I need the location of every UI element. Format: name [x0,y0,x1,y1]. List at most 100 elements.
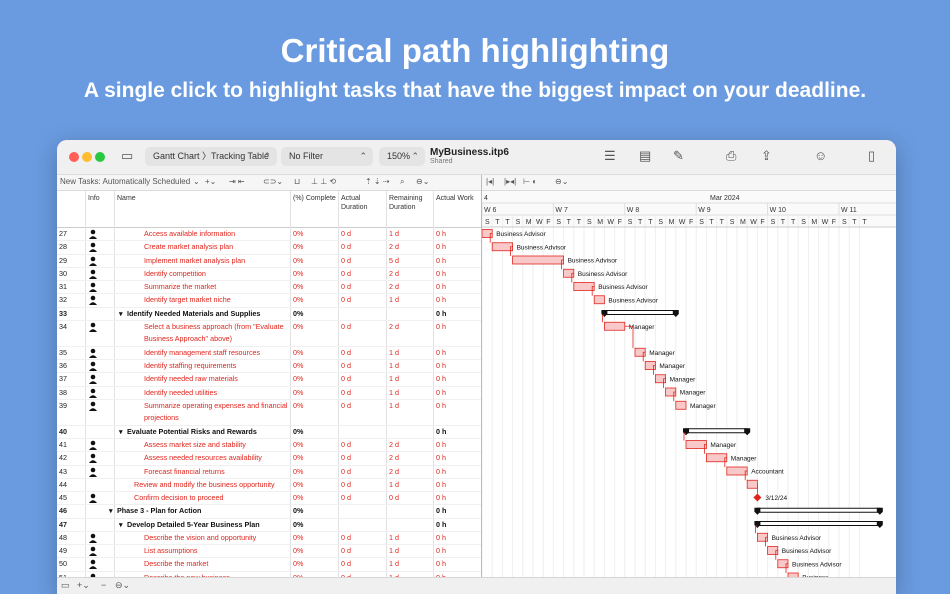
percent-complete[interactable]: 0% [293,347,304,357]
percent-complete[interactable]: 0% [293,479,304,489]
table-row[interactable]: 33 ▾ Identify Needed Materials and Supplie… [57,307,481,321]
column-header-name[interactable]: Name [117,195,136,202]
percent-complete[interactable]: 0% [293,242,304,252]
task-name[interactable]: Confirm decision to proceed [134,493,224,502]
percent-complete[interactable]: 0% [293,572,304,578]
percent-complete[interactable]: 0% [293,559,304,569]
task-name-cont[interactable]: Business Approach" above) [144,333,233,343]
sidebar-toggle-icon[interactable]: ▭ [121,148,134,163]
task-name[interactable]: Describe the market [144,559,209,569]
percent-complete[interactable]: 0% [293,532,304,542]
actual-work[interactable]: 0 h [436,295,446,305]
column-header-complete[interactable]: (%) Complete [293,195,336,202]
task-name[interactable]: Phase 3 - Plan for Action [117,506,202,516]
actual-duration[interactable]: 0 d [341,493,351,502]
actual-duration[interactable]: 0 d [341,387,351,397]
actual-work[interactable]: 0 h [436,282,446,291]
view-selector[interactable]: Gantt Chart 〉Tracking Table ⌃ [145,147,277,166]
remaining-duration[interactable]: 5 d [389,255,399,265]
actual-duration[interactable]: 0 d [341,440,351,449]
table-row[interactable]: 28 Create market analysis plan 0% 0 d 2 d 0 h [57,240,481,255]
remaining-duration[interactable]: 1 d [389,374,399,384]
actual-work[interactable]: 0 h [436,426,447,436]
table-row[interactable]: 44 Review and modify the business opportu… [57,478,481,492]
task-name[interactable]: Assess market size and stability [144,440,246,449]
task-name[interactable]: Access available information [144,229,236,238]
percent-complete[interactable]: 0% [293,493,304,502]
new-tasks-mode[interactable]: New Tasks: Automatically Scheduled [60,177,191,186]
remaining-duration[interactable]: 2 d [389,440,399,449]
task-name[interactable]: Identify needed utilities [144,387,218,397]
table-row[interactable]: 50 Describe the market 0% 0 d 1 d 0 h [57,557,481,572]
actual-duration[interactable]: 0 d [341,546,351,555]
percent-complete[interactable]: 0% [293,295,304,305]
task-name-cont[interactable]: projections [144,412,179,422]
actual-duration[interactable]: 0 d [341,572,351,578]
task-name[interactable]: Forecast financial returns [144,466,225,476]
column-header-info[interactable]: Info [88,195,100,202]
actual-work[interactable]: 0 h [436,387,446,397]
task-bar[interactable] [634,347,646,357]
task-name[interactable]: Identify management staff resources [144,347,261,357]
actual-work[interactable]: 0 h [436,347,446,357]
options-icon[interactable]: ⊖⌄ [115,580,131,590]
share-icon[interactable]: ⇪ [761,148,772,163]
actual-work[interactable]: 0 h [436,374,446,384]
actual-work[interactable]: 0 h [436,479,446,489]
task-name[interactable]: Identify target market niche [144,295,231,305]
link-icon[interactable]: ⊂⊃⌄ [263,177,284,186]
percent-complete[interactable]: 0% [293,268,304,278]
percent-complete[interactable]: 0% [293,546,304,555]
actual-work[interactable]: 0 h [436,229,446,238]
table-row[interactable]: 32 Identify target market niche 0% 0 d 1 d 0 … [57,293,481,308]
add-task-icon[interactable]: +⌄ [205,177,217,186]
remaining-duration[interactable]: 2 d [389,453,399,463]
remaining-duration[interactable]: 1 d [389,387,399,397]
summary-bar[interactable] [756,521,881,526]
actual-work[interactable]: 0 h [436,546,446,555]
actual-work[interactable]: 0 h [436,532,446,542]
smiley-icon[interactable]: ☺ [814,148,828,163]
remaining-duration[interactable]: 1 d [389,400,399,410]
gantt-zoom-icon[interactable]: |◂| [486,177,495,186]
search-icon[interactable]: ⌕ [400,177,405,186]
task-name[interactable]: Review and modify the business opportuni… [134,479,275,489]
actual-duration[interactable]: 0 d [341,466,351,476]
task-bar[interactable] [491,242,513,252]
table-row[interactable]: 30 Identify competition 0% 0 d 2 d 0 h [57,267,481,281]
remaining-duration[interactable]: 2 d [389,466,399,476]
actual-work[interactable]: 0 h [436,242,446,252]
actual-duration[interactable]: 0 d [341,400,351,410]
percent-complete[interactable]: 0% [293,282,304,291]
zoom-window-button[interactable] [95,152,105,162]
remaining-duration[interactable]: 1 d [389,479,399,489]
remaining-duration[interactable]: 0 d [389,493,399,502]
actual-work[interactable]: 0 h [436,321,446,331]
actual-duration[interactable]: 0 d [341,559,351,569]
table-row[interactable]: 43 Forecast financial returns 0% 0 d 2 d 0 h [57,465,481,479]
task-bar[interactable] [573,282,595,291]
column-header-remaining-duration[interactable]: Remaining Duration [389,195,423,211]
task-name[interactable]: Create market analysis plan [144,242,234,252]
percent-complete[interactable]: 0% [293,453,304,463]
actual-work[interactable]: 0 h [436,308,447,318]
percent-complete[interactable]: 0% [293,361,304,370]
close-window-button[interactable] [69,152,79,162]
table-row[interactable]: 38 Identify needed utilities 0% 0 d 1 d 0 h [57,386,481,400]
filter-selector[interactable]: No Filter ⌃ [281,147,373,166]
table-row[interactable]: 45 Confirm decision to proceed 0% 0 d 0 d 0 h [57,491,481,506]
table-row[interactable]: 51 Describe the new business 0% 0 d 1 d 0 h [57,571,481,578]
table-row[interactable]: 39 Summarize operating expenses and finan… [57,399,481,426]
actual-duration[interactable]: 0 d [341,453,351,463]
summary-bar[interactable] [685,428,748,434]
table-row[interactable]: 42 Assess needed resources availability 0%… [57,451,481,466]
remaining-duration[interactable]: 1 d [389,295,399,305]
remaining-duration[interactable]: 1 d [389,572,399,578]
task-bar[interactable] [726,466,748,476]
actual-work[interactable]: 0 h [436,440,446,449]
actual-work[interactable]: 0 h [436,519,447,529]
zoom-selector[interactable]: 150% ⌃ [379,147,425,166]
task-name[interactable]: Identify needed raw materials [144,374,238,384]
brush-icon[interactable]: ✎ [673,148,684,163]
table-row[interactable]: 40 ▾ Evaluate Potential Risks and Rewards 0… [57,425,481,439]
